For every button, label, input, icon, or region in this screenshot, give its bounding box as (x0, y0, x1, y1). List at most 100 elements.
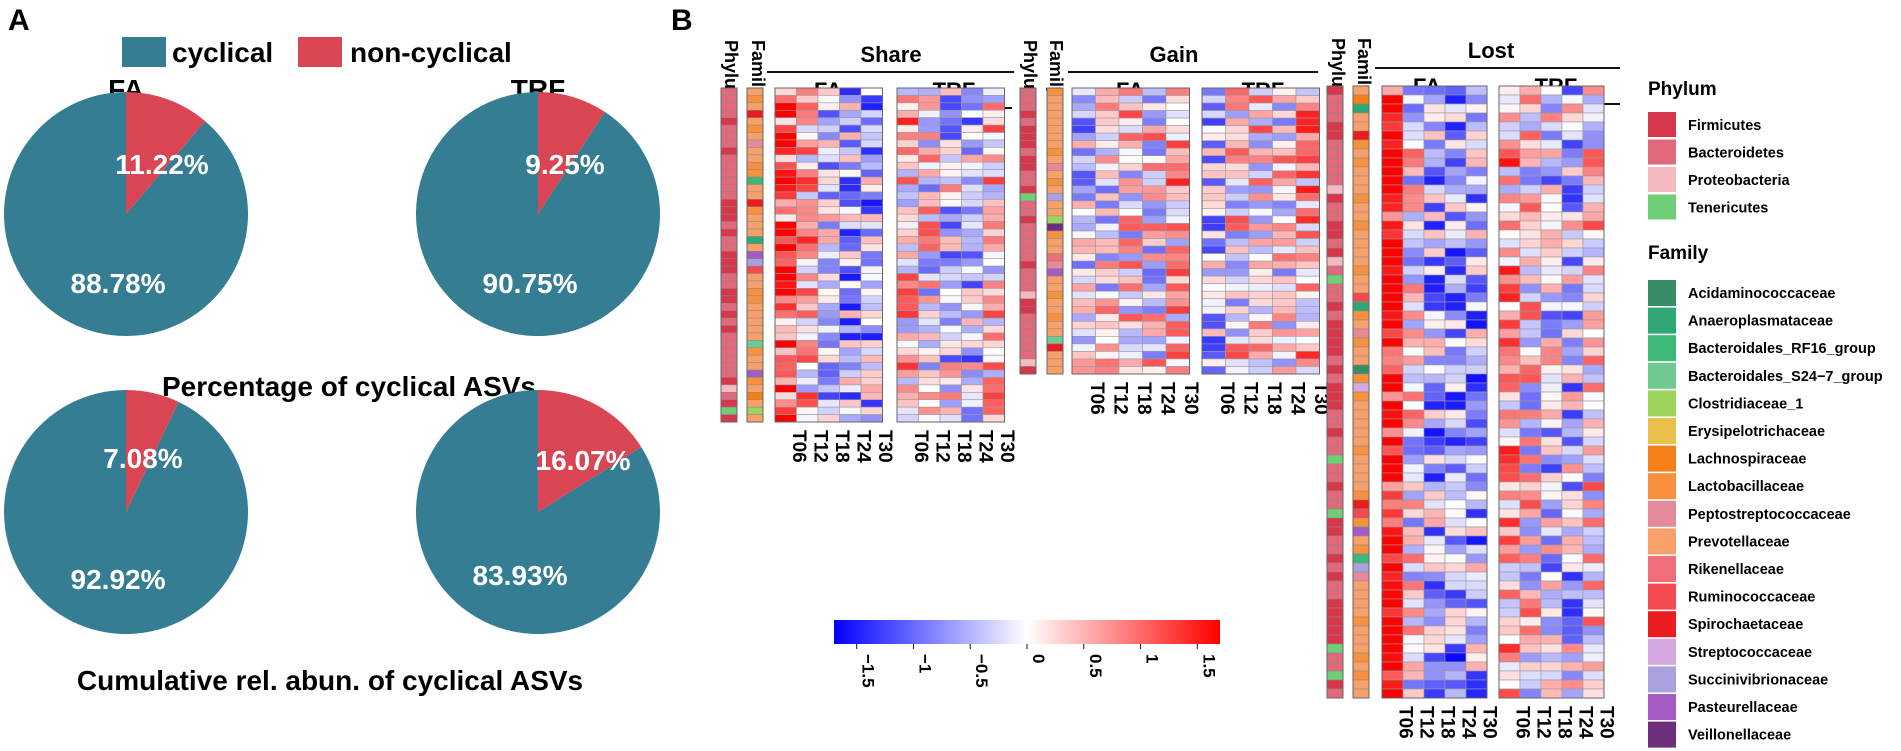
heatmap-cell (918, 184, 941, 193)
heatmap-cell (961, 213, 984, 222)
heatmap-cell (1201, 313, 1226, 322)
annotation-cell-family (1046, 238, 1064, 247)
annotation-cell-family (1352, 256, 1370, 267)
heatmap-cell (1095, 102, 1120, 111)
heatmap-cell (1071, 95, 1096, 104)
heatmap-cell (1118, 351, 1143, 360)
heatmap-cell (1295, 193, 1320, 202)
heatmap-cell (1444, 508, 1467, 519)
annotation-cell-phylum (720, 213, 738, 222)
heatmap-cell (1444, 562, 1467, 573)
annotation-cell-phylum (1019, 321, 1037, 330)
annotation-cell-phylum (720, 399, 738, 408)
annotation-cell-phylum (1326, 679, 1344, 690)
heatmap-cell (1519, 85, 1542, 96)
heatmap-cell (896, 102, 919, 111)
heatmap-cell (1444, 256, 1467, 267)
annotation-cell-phylum (720, 362, 738, 371)
heatmap-border (1352, 85, 1370, 699)
heatmap-cell (918, 369, 941, 378)
heatmap-cell (1423, 121, 1446, 132)
annotation-cell-family (1352, 166, 1370, 177)
heatmap-cell (860, 132, 883, 141)
heatmap-cell (860, 258, 883, 267)
heatmap-cell (1402, 679, 1425, 690)
heatmap-cell (1465, 643, 1488, 654)
heatmap-cell (939, 95, 962, 104)
heatmap-cell (817, 295, 840, 304)
timepoint-tick-label: T06 (1395, 706, 1416, 739)
annotation-cell-phylum (1019, 140, 1037, 149)
annotation-cell-phylum (1326, 319, 1344, 330)
heatmap-cell (1444, 571, 1467, 582)
annotation-cell-phylum (1019, 328, 1037, 337)
heatmap-cell (774, 340, 797, 349)
annotation-cell-family (1046, 336, 1064, 345)
annotation-cell-phylum (1326, 265, 1344, 276)
heatmap-cell (839, 102, 862, 111)
heatmap-cell (961, 184, 984, 193)
heatmap-cell (1423, 436, 1446, 447)
heatmap-cell (1381, 598, 1404, 609)
heatmap-cell (1444, 598, 1467, 609)
annotation-cell-family (746, 265, 764, 274)
timepoint-tick-label: T18 (1263, 382, 1284, 415)
heatmap-cell (918, 132, 941, 141)
heatmap-cell (1498, 562, 1521, 573)
heatmap-cell (1095, 147, 1120, 157)
heatmap-cell (1423, 364, 1446, 375)
heatmap-cell (896, 161, 919, 170)
annotation-cell-family (1046, 208, 1064, 217)
heatmap-cell (1465, 346, 1488, 357)
heatmap-cell (1225, 208, 1250, 217)
heatmap-cell (1540, 121, 1563, 132)
heatmap-cell (1402, 661, 1425, 672)
annotation-cell-family (1352, 418, 1370, 429)
heatmap-cell (1142, 223, 1167, 232)
heatmap-cell (1295, 155, 1320, 164)
heatmap-cell (1498, 607, 1521, 618)
heatmap-cell (1519, 598, 1542, 609)
heatmap-cell (774, 147, 797, 156)
annotation-cell-family (746, 384, 764, 393)
annotation-label-family-lost: Family (1354, 38, 1374, 95)
heatmap-cell (1248, 200, 1273, 209)
heatmap-cell (1465, 481, 1488, 492)
heatmap-cell (839, 147, 862, 156)
heatmap-cell (1582, 364, 1605, 375)
heatmap-cell (860, 384, 883, 393)
heatmap-cell (860, 354, 883, 363)
heatmap-cell (839, 250, 862, 260)
heatmap-cell (896, 236, 919, 245)
heatmap-cell (1444, 166, 1467, 177)
annotation-cell-phylum (1326, 634, 1344, 645)
heatmap-cell (982, 310, 1005, 319)
heatmap-cell (796, 191, 819, 200)
heatmap-cell (1444, 634, 1467, 645)
pie-label-cyclical: 90.75% (483, 268, 578, 299)
heatmap-cell (1582, 589, 1605, 600)
heatmap-cell (1561, 607, 1584, 618)
heatmap-cell (817, 377, 840, 386)
heatmap-cell (1248, 223, 1273, 232)
heatmap-cell (1582, 85, 1605, 96)
heatmap-cell (1201, 305, 1226, 315)
legend-label-family: Veillonellaceae (1688, 728, 1791, 744)
annotation-cell-phylum (720, 228, 738, 237)
annotation-cell-phylum (720, 288, 738, 297)
heatmap-cell (860, 221, 883, 230)
heatmap-cell (1381, 202, 1404, 213)
heatmap-cell (1225, 223, 1250, 232)
heatmap-cell (1465, 229, 1488, 240)
annotation-cell-phylum (1019, 170, 1037, 179)
heatmap-cell (1519, 229, 1542, 240)
annotation-cell-phylum (1326, 562, 1344, 573)
heatmap-cell (1444, 679, 1467, 690)
heatmap-cell (1402, 193, 1425, 204)
heatmap-cell (982, 243, 1005, 252)
heatmap-cell (939, 317, 962, 326)
annotation-cell-family (746, 213, 764, 222)
heatmap-cell (774, 132, 797, 141)
heatmap-cell (1423, 643, 1446, 654)
